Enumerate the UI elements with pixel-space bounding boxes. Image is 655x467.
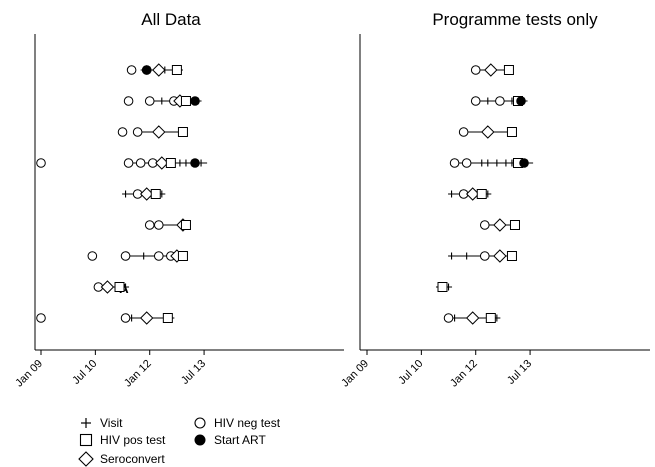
hiv-neg-marker	[495, 96, 505, 106]
visit-marker	[448, 190, 456, 198]
hiv-neg-marker	[126, 65, 137, 75]
start-art-marker	[519, 158, 529, 168]
legend-item-hiv-pos: HIV pos test	[79, 433, 166, 447]
hiv-neg-marker	[120, 313, 131, 323]
seroconvert-marker	[465, 187, 480, 201]
seroconvert-marker	[493, 249, 507, 263]
x-tick-label: Jul 10	[396, 358, 425, 387]
visit-marker	[140, 252, 148, 260]
legend-neg-symbol	[194, 417, 206, 429]
hiv-neg-marker	[461, 158, 472, 168]
hiv-neg-marker	[36, 158, 46, 168]
hiv-neg-marker	[87, 251, 98, 261]
hiv-neg-marker	[153, 220, 164, 230]
hiv-neg-marker	[36, 313, 46, 323]
legend-pos-symbol	[79, 433, 93, 447]
hiv-neg-marker	[153, 251, 164, 261]
hiv-neg-marker	[449, 158, 460, 168]
hiv-neg-marker	[144, 96, 155, 106]
legend-item-start-art: Start ART	[194, 433, 266, 447]
seroconvert-marker	[493, 218, 507, 232]
hiv-pos-marker	[165, 158, 176, 168]
start-art-marker	[516, 96, 526, 106]
seroconvert-marker	[139, 311, 154, 325]
hiv-neg-marker	[479, 220, 490, 230]
seroconvert-marker	[152, 125, 166, 139]
legend-item-seroconvert: Seroconvert	[78, 451, 165, 467]
hiv-neg-marker	[135, 158, 146, 168]
start-art-marker	[141, 65, 152, 75]
seroconvert-marker	[465, 311, 480, 325]
legend: Visit HIV pos test Seroconvert HIV neg t…	[78, 416, 281, 467]
legend-sero-symbol	[78, 451, 94, 467]
panel-programme-tests: Programme tests only Jan 09 Jul 10 Jan 12 J…	[339, 10, 650, 389]
hiv-pos-marker	[180, 96, 191, 106]
legend-art-symbol	[194, 434, 206, 446]
hiv-pos-marker	[180, 220, 191, 230]
hiv-pos-marker	[150, 189, 161, 199]
legend-label: Start ART	[214, 433, 266, 447]
visit-marker	[448, 252, 456, 260]
hiv-pos-marker	[485, 313, 496, 323]
chart-title: Programme tests only	[432, 10, 598, 29]
visit-marker	[182, 159, 190, 167]
legend-visit-symbol	[81, 418, 91, 428]
hiv-neg-marker	[479, 251, 490, 261]
hiv-neg-marker	[123, 158, 134, 168]
x-tick-label: Jan 09	[13, 358, 45, 390]
hiv-neg-marker	[123, 96, 134, 106]
legend-label: HIV pos test	[100, 433, 166, 447]
hiv-pos-marker	[503, 65, 514, 75]
visit-marker	[176, 159, 184, 167]
x-tick-label: Jul 10	[70, 358, 99, 387]
hiv-neg-marker	[117, 127, 128, 137]
legend-item-visit: Visit	[81, 416, 123, 430]
hiv-neg-marker	[443, 313, 454, 323]
hiv-neg-marker	[144, 220, 155, 230]
seroconvert-marker	[481, 125, 495, 139]
visit-marker	[484, 159, 492, 167]
hiv-pos-marker	[509, 220, 520, 230]
seroconvert-marker	[484, 63, 498, 77]
hiv-pos-marker	[506, 127, 517, 137]
x-tick-label: Jan 12	[448, 358, 480, 390]
visit-marker	[122, 190, 130, 198]
hiv-pos-marker	[177, 127, 188, 137]
visit-marker	[158, 97, 166, 105]
start-art-marker	[190, 96, 200, 106]
chart-title: All Data	[141, 10, 201, 29]
hiv-pos-marker	[162, 313, 173, 323]
hiv-pos-marker	[177, 251, 188, 261]
hiv-neg-marker	[132, 127, 143, 137]
visit-marker	[463, 252, 471, 260]
legend-label: Seroconvert	[100, 452, 165, 466]
x-tick-label: Jul 13	[505, 358, 534, 387]
hiv-neg-marker	[458, 127, 469, 137]
start-art-marker	[190, 158, 200, 168]
legend-label: HIV neg test	[214, 416, 281, 430]
hiv-pos-marker	[114, 282, 125, 292]
seroconvert-marker	[155, 156, 169, 170]
legend-label: Visit	[100, 416, 123, 430]
seroconvert-marker	[139, 187, 154, 201]
hiv-neg-marker	[470, 96, 481, 106]
hiv-pos-marker	[171, 65, 182, 75]
hiv-pos-marker	[437, 282, 448, 292]
seroconvert-marker	[152, 63, 166, 77]
x-tick-label: Jan 12	[122, 358, 154, 390]
visit-marker	[493, 159, 501, 167]
x-tick-label: Jul 13	[179, 358, 208, 387]
visit-marker	[502, 159, 510, 167]
hiv-pos-marker	[476, 189, 487, 199]
hiv-neg-marker	[120, 251, 131, 261]
seroconvert-marker	[100, 280, 115, 294]
hiv-neg-marker	[470, 65, 481, 75]
hiv-pos-marker	[506, 251, 517, 261]
x-tick-label: Jan 09	[339, 358, 371, 390]
visit-marker	[484, 97, 492, 105]
legend-item-hiv-neg: HIV neg test	[194, 416, 281, 430]
visit-marker	[478, 159, 486, 167]
